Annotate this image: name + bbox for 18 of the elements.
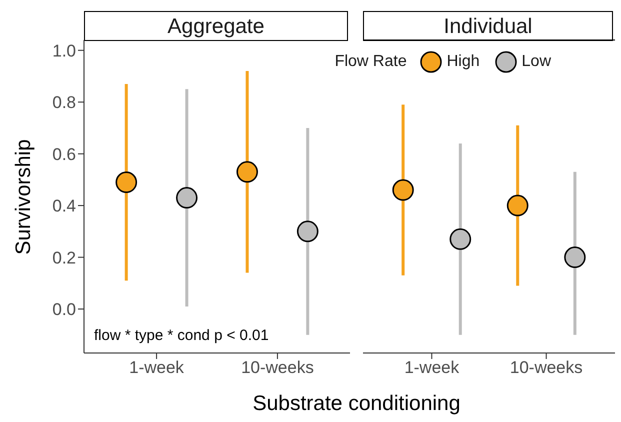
chart-title: Aggregate [84, 11, 348, 41]
y-tick-label: 0.6 [52, 144, 76, 164]
y-tick-label: 0.8 [52, 93, 76, 112]
y-tick-label: 0.4 [52, 196, 76, 216]
x-tick-label: 1-week [404, 358, 460, 378]
y-axis-title: Survivorship [12, 138, 36, 254]
y-tick-label: 0.0 [52, 300, 76, 320]
legend-label: Low [522, 53, 551, 71]
annotation: flow * type * cond p < 0.01 [94, 327, 269, 344]
y-tick-label: 0.2 [52, 248, 76, 268]
x-tick-label: 1-week [129, 358, 184, 378]
x-axis-title: Substrate conditioning [252, 392, 462, 416]
x-tick-label: 10-weeks [510, 358, 583, 378]
chart-title: Individual [363, 11, 613, 41]
x-tick-label: 10-weeks [241, 358, 314, 378]
legend-title: Flow Rate [334, 53, 407, 71]
y-tick-label: 1.0 [52, 41, 76, 60]
legend-label: High [446, 53, 480, 71]
